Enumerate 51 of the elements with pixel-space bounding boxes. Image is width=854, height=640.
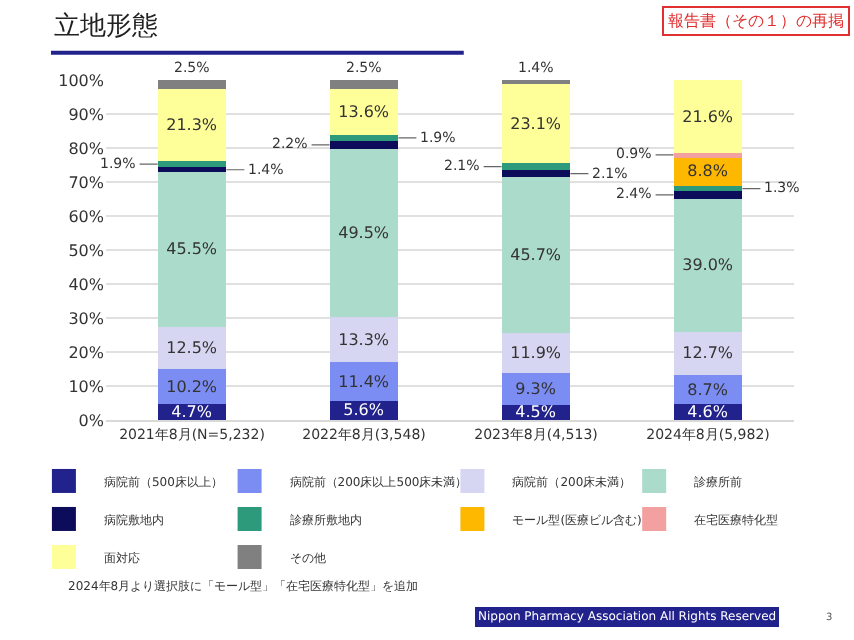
data-label: 13.6%	[338, 102, 390, 121]
y-tick-label: 100%	[58, 71, 105, 90]
text: 報告書（その１）の再掲	[668, 12, 844, 30]
data-label: 21.6%	[682, 107, 734, 126]
data-label: 8.8%	[687, 162, 729, 181]
data-label: 9.3%	[515, 379, 557, 398]
data-label: 21.3%	[166, 115, 218, 134]
bar	[157, 167, 227, 173]
data-label: 4.7%	[171, 403, 213, 422]
y-tick-label: 70%	[68, 173, 105, 192]
bar	[501, 84, 571, 163]
bar	[329, 141, 399, 149]
data-label: 4.6%	[687, 403, 729, 422]
data-label: 13.3%	[338, 330, 390, 349]
bar	[329, 80, 399, 89]
chart-title: 立地形態	[54, 10, 158, 42]
y-tick-label: 90%	[68, 105, 105, 124]
bar	[157, 160, 227, 168]
y-tick-label: 40%	[68, 275, 105, 294]
data-label: 39.0%	[682, 256, 734, 275]
bar	[329, 134, 399, 142]
bar	[673, 190, 743, 199]
data-label: 5.6%	[343, 401, 385, 420]
y-tick-label: 10%	[68, 377, 105, 396]
y-tick-label: 0%	[78, 411, 105, 430]
bar	[501, 177, 571, 333]
data-label: 10.2%	[166, 377, 218, 396]
y-tick-label: 50%	[68, 241, 105, 260]
bar	[501, 170, 571, 178]
data-label: 11.4%	[338, 372, 390, 391]
data-label: 45.5%	[166, 240, 218, 259]
y-tick-label: 30%	[68, 309, 105, 328]
bar	[673, 199, 743, 332]
data-label: 45.7%	[510, 245, 562, 264]
data-label: 12.7%	[682, 344, 734, 363]
data-label: 23.1%	[510, 114, 562, 133]
y-tick-label: 20%	[68, 343, 105, 362]
y-tick-label: 60%	[68, 207, 105, 226]
data-label: 11.9%	[510, 343, 562, 362]
data-label: 8.7%	[687, 380, 729, 399]
data-label: 12.5%	[166, 339, 218, 358]
data-label: 49.5%	[338, 223, 390, 242]
bar	[157, 88, 227, 161]
y-tick-label: 80%	[68, 139, 105, 158]
bar	[329, 148, 399, 317]
bar	[157, 80, 227, 89]
bar	[501, 162, 571, 171]
bar	[157, 172, 227, 327]
data-label: 4.5%	[515, 403, 557, 422]
bar	[673, 331, 743, 375]
bar	[673, 80, 743, 154]
